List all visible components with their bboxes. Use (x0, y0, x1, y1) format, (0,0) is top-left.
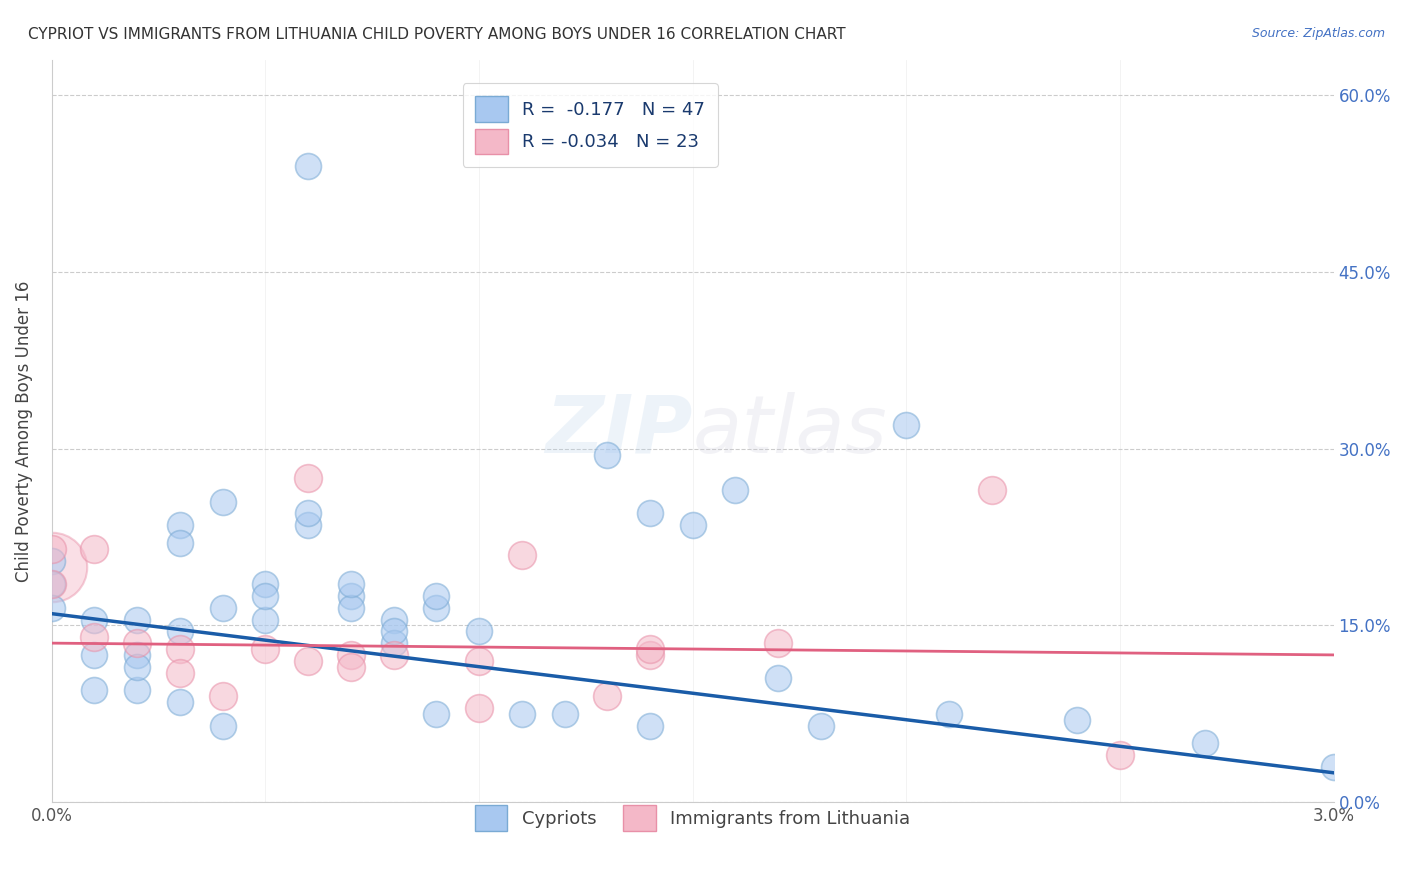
Point (596, 689, 619, 703)
Point (127, 683, 149, 698)
Point (41, 541, 63, 556)
Point (510, 548, 533, 562)
Point (297, 518, 319, 533)
Point (254, 642, 277, 657)
Point (211, 600, 233, 615)
Point (83, 541, 105, 556)
Point (896, 418, 918, 433)
Point (169, 695, 191, 709)
Point (169, 665, 191, 680)
Point (382, 624, 405, 639)
Point (553, 706, 575, 721)
Point (425, 706, 447, 721)
Point (41, 553, 63, 567)
Point (340, 600, 363, 615)
Point (724, 483, 747, 497)
Point (638, 642, 661, 657)
Point (1323, 760, 1346, 774)
Point (211, 689, 233, 703)
Point (254, 613, 277, 627)
Point (169, 518, 191, 533)
Point (1066, 713, 1088, 727)
Point (169, 624, 191, 639)
Point (127, 659, 149, 673)
Point (169, 536, 191, 550)
Point (468, 654, 491, 668)
Point (41, 559, 63, 574)
Point (340, 589, 363, 603)
Point (83, 648, 105, 662)
Point (254, 589, 277, 603)
Point (596, 448, 619, 462)
Point (638, 648, 661, 662)
Point (254, 577, 277, 591)
Point (1109, 748, 1132, 763)
Point (810, 719, 832, 733)
Point (938, 706, 960, 721)
Point (127, 636, 149, 650)
Point (41, 577, 63, 591)
Point (297, 654, 319, 668)
Point (211, 494, 233, 508)
Point (638, 719, 661, 733)
Point (297, 159, 319, 173)
Text: atlas: atlas (693, 392, 887, 470)
Point (340, 648, 363, 662)
Point (1194, 736, 1216, 750)
Text: ZIP: ZIP (546, 392, 693, 470)
Point (83, 683, 105, 698)
Point (83, 613, 105, 627)
Point (169, 642, 191, 657)
Point (41, 577, 63, 591)
Point (127, 613, 149, 627)
Point (83, 630, 105, 644)
Point (638, 507, 661, 521)
Point (682, 518, 704, 533)
Point (766, 636, 789, 650)
Point (980, 483, 1002, 497)
Text: CYPRIOT VS IMMIGRANTS FROM LITHUANIA CHILD POVERTY AMONG BOYS UNDER 16 CORRELATI: CYPRIOT VS IMMIGRANTS FROM LITHUANIA CHI… (28, 27, 846, 42)
Point (510, 706, 533, 721)
Point (766, 672, 789, 686)
Point (425, 600, 447, 615)
Point (468, 624, 491, 639)
Point (382, 648, 405, 662)
Legend: Cypriots, Immigrants from Lithuania: Cypriots, Immigrants from Lithuania (460, 791, 925, 846)
Y-axis label: Child Poverty Among Boys Under 16: Child Poverty Among Boys Under 16 (15, 280, 32, 582)
Point (425, 589, 447, 603)
Point (211, 719, 233, 733)
Point (340, 577, 363, 591)
Point (382, 636, 405, 650)
Point (127, 648, 149, 662)
Point (41, 600, 63, 615)
Point (297, 507, 319, 521)
Point (382, 613, 405, 627)
Point (340, 659, 363, 673)
Text: Source: ZipAtlas.com: Source: ZipAtlas.com (1251, 27, 1385, 40)
Point (297, 471, 319, 485)
Point (468, 701, 491, 715)
